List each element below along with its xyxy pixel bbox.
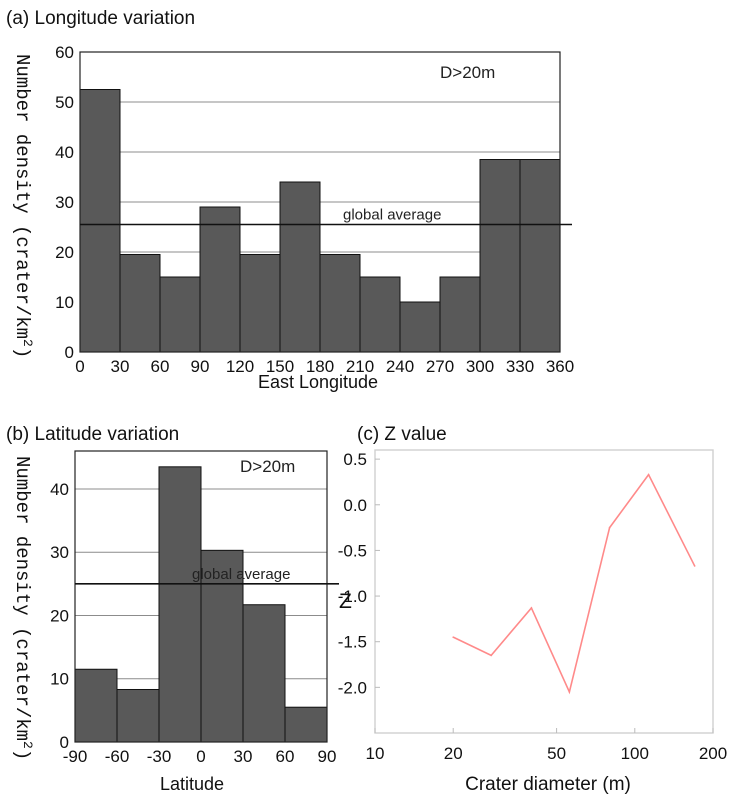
- a-y-tick-label: 60: [55, 43, 74, 62]
- a-x-tick-label: 30: [111, 357, 130, 376]
- a-y-tick-label: 10: [55, 293, 74, 312]
- latitude-annotation: D>20m: [240, 457, 295, 476]
- a-x-tick-label: 180: [306, 357, 334, 376]
- a-bar: [399, 301, 441, 353]
- b-global-average-label: global average: [192, 566, 290, 583]
- z-x-tick-label: 100: [621, 744, 649, 763]
- a-bar: [279, 181, 321, 353]
- z-x-tick-label: 50: [547, 744, 566, 763]
- a-x-tick-label: 330: [506, 357, 534, 376]
- a-bar: [479, 159, 521, 353]
- a-bar: [319, 254, 361, 353]
- a-y-tick-label: 30: [55, 193, 74, 212]
- b-y-tick-label: 30: [50, 543, 69, 562]
- b-x-tick-label: 90: [318, 747, 337, 766]
- a-global-average-label: global average: [343, 207, 441, 224]
- a-x-tick-label: 90: [191, 357, 210, 376]
- a-bar: [359, 276, 401, 353]
- a-x-tick-label: 270: [426, 357, 454, 376]
- a-x-tick-label: 360: [546, 357, 574, 376]
- latitude-chart: (b) Latitude variation Number density (c…: [6, 424, 339, 794]
- z-data-point: [530, 607, 533, 609]
- z-y-tick-label: 0.5: [343, 450, 367, 469]
- z-x-tick-label: 200: [699, 744, 727, 763]
- z-value-chart: (c) Z value Z 0.5 0.0 -0.5 -1.0 -1.5 -2.0 10 2…: [338, 424, 727, 795]
- b-x-tick-label: -30: [147, 747, 172, 766]
- longitude-x-axis-label: East Longitude: [258, 372, 378, 392]
- z-data-point: [608, 526, 611, 529]
- a-x-tick-label: 150: [266, 357, 294, 376]
- b-bar: [158, 466, 202, 743]
- a-bar: [439, 276, 481, 353]
- a-y-tick-label: 0: [65, 343, 74, 362]
- b-plot-frame: [74, 450, 328, 743]
- z-value-chart-title: (c) Z value: [357, 424, 447, 445]
- b-bar: [74, 668, 118, 743]
- longitude-annotation: D>20m: [440, 63, 495, 82]
- b-bar: [242, 604, 286, 743]
- b-y-tick-label: 0: [60, 733, 69, 752]
- z-y-tick-label: -0.5: [338, 541, 367, 560]
- a-x-tick-label: 120: [226, 357, 254, 376]
- z-x-tick-label: 20: [444, 744, 463, 763]
- longitude-y-axis-label: Number density (crater/km2): [11, 54, 36, 358]
- b-y-tick-label: 10: [50, 670, 69, 689]
- a-plot-frame: [79, 51, 561, 353]
- a-x-tick-label: 240: [386, 357, 414, 376]
- a-bar: [79, 89, 121, 353]
- longitude-chart: (a) Longitude variation Number density (…: [6, 8, 574, 392]
- z-y-tick-label: 0.0: [343, 496, 367, 515]
- z-data-point: [647, 473, 650, 476]
- z-y-tick-label: -2.0: [338, 678, 367, 697]
- b-bar: [116, 688, 160, 743]
- a-bar: [159, 276, 201, 353]
- a-bar: [519, 159, 561, 353]
- latitude-chart-title: (b) Latitude variation: [6, 424, 179, 445]
- b-y-tick-label: 20: [50, 606, 69, 625]
- b-x-tick-label: 0: [196, 747, 205, 766]
- z-plot-frame: [374, 449, 714, 734]
- b-y-tick-label: 40: [50, 480, 69, 499]
- a-x-tick-label: 0: [75, 357, 84, 376]
- z-series-line: [452, 473, 696, 695]
- z-data-point: [452, 636, 455, 638]
- b-bar: [284, 706, 328, 743]
- z-data-point: [693, 565, 696, 567]
- z-y-tick-label: -1.0: [338, 587, 367, 606]
- a-y-tick-label: 20: [55, 243, 74, 262]
- a-bar: [119, 254, 161, 353]
- z-data-point: [568, 691, 571, 693]
- z-value-y-axis-label: Z: [339, 590, 352, 613]
- z-x-tick-label: 10: [366, 744, 385, 763]
- a-x-tick-label: 300: [466, 357, 494, 376]
- latitude-y-axis-label: Number density (crater/km2): [11, 456, 36, 760]
- z-y-tick-label: -1.5: [338, 633, 367, 652]
- longitude-chart-title: (a) Longitude variation: [6, 8, 195, 29]
- latitude-x-axis-label: Latitude: [160, 774, 224, 794]
- z-value-x-axis-label: Crater diameter (m): [465, 774, 631, 795]
- a-y-tick-label: 40: [55, 143, 74, 162]
- b-x-tick-label: -60: [105, 747, 130, 766]
- z-data-point: [490, 654, 492, 657]
- a-x-tick-label: 210: [346, 357, 374, 376]
- b-x-tick-label: 60: [276, 747, 295, 766]
- a-bar: [239, 254, 281, 353]
- a-x-tick-label: 60: [151, 357, 170, 376]
- a-bar: [199, 206, 241, 353]
- b-x-tick-label: 30: [234, 747, 253, 766]
- a-y-tick-label: 50: [55, 93, 74, 112]
- b-x-tick-label: -90: [63, 747, 88, 766]
